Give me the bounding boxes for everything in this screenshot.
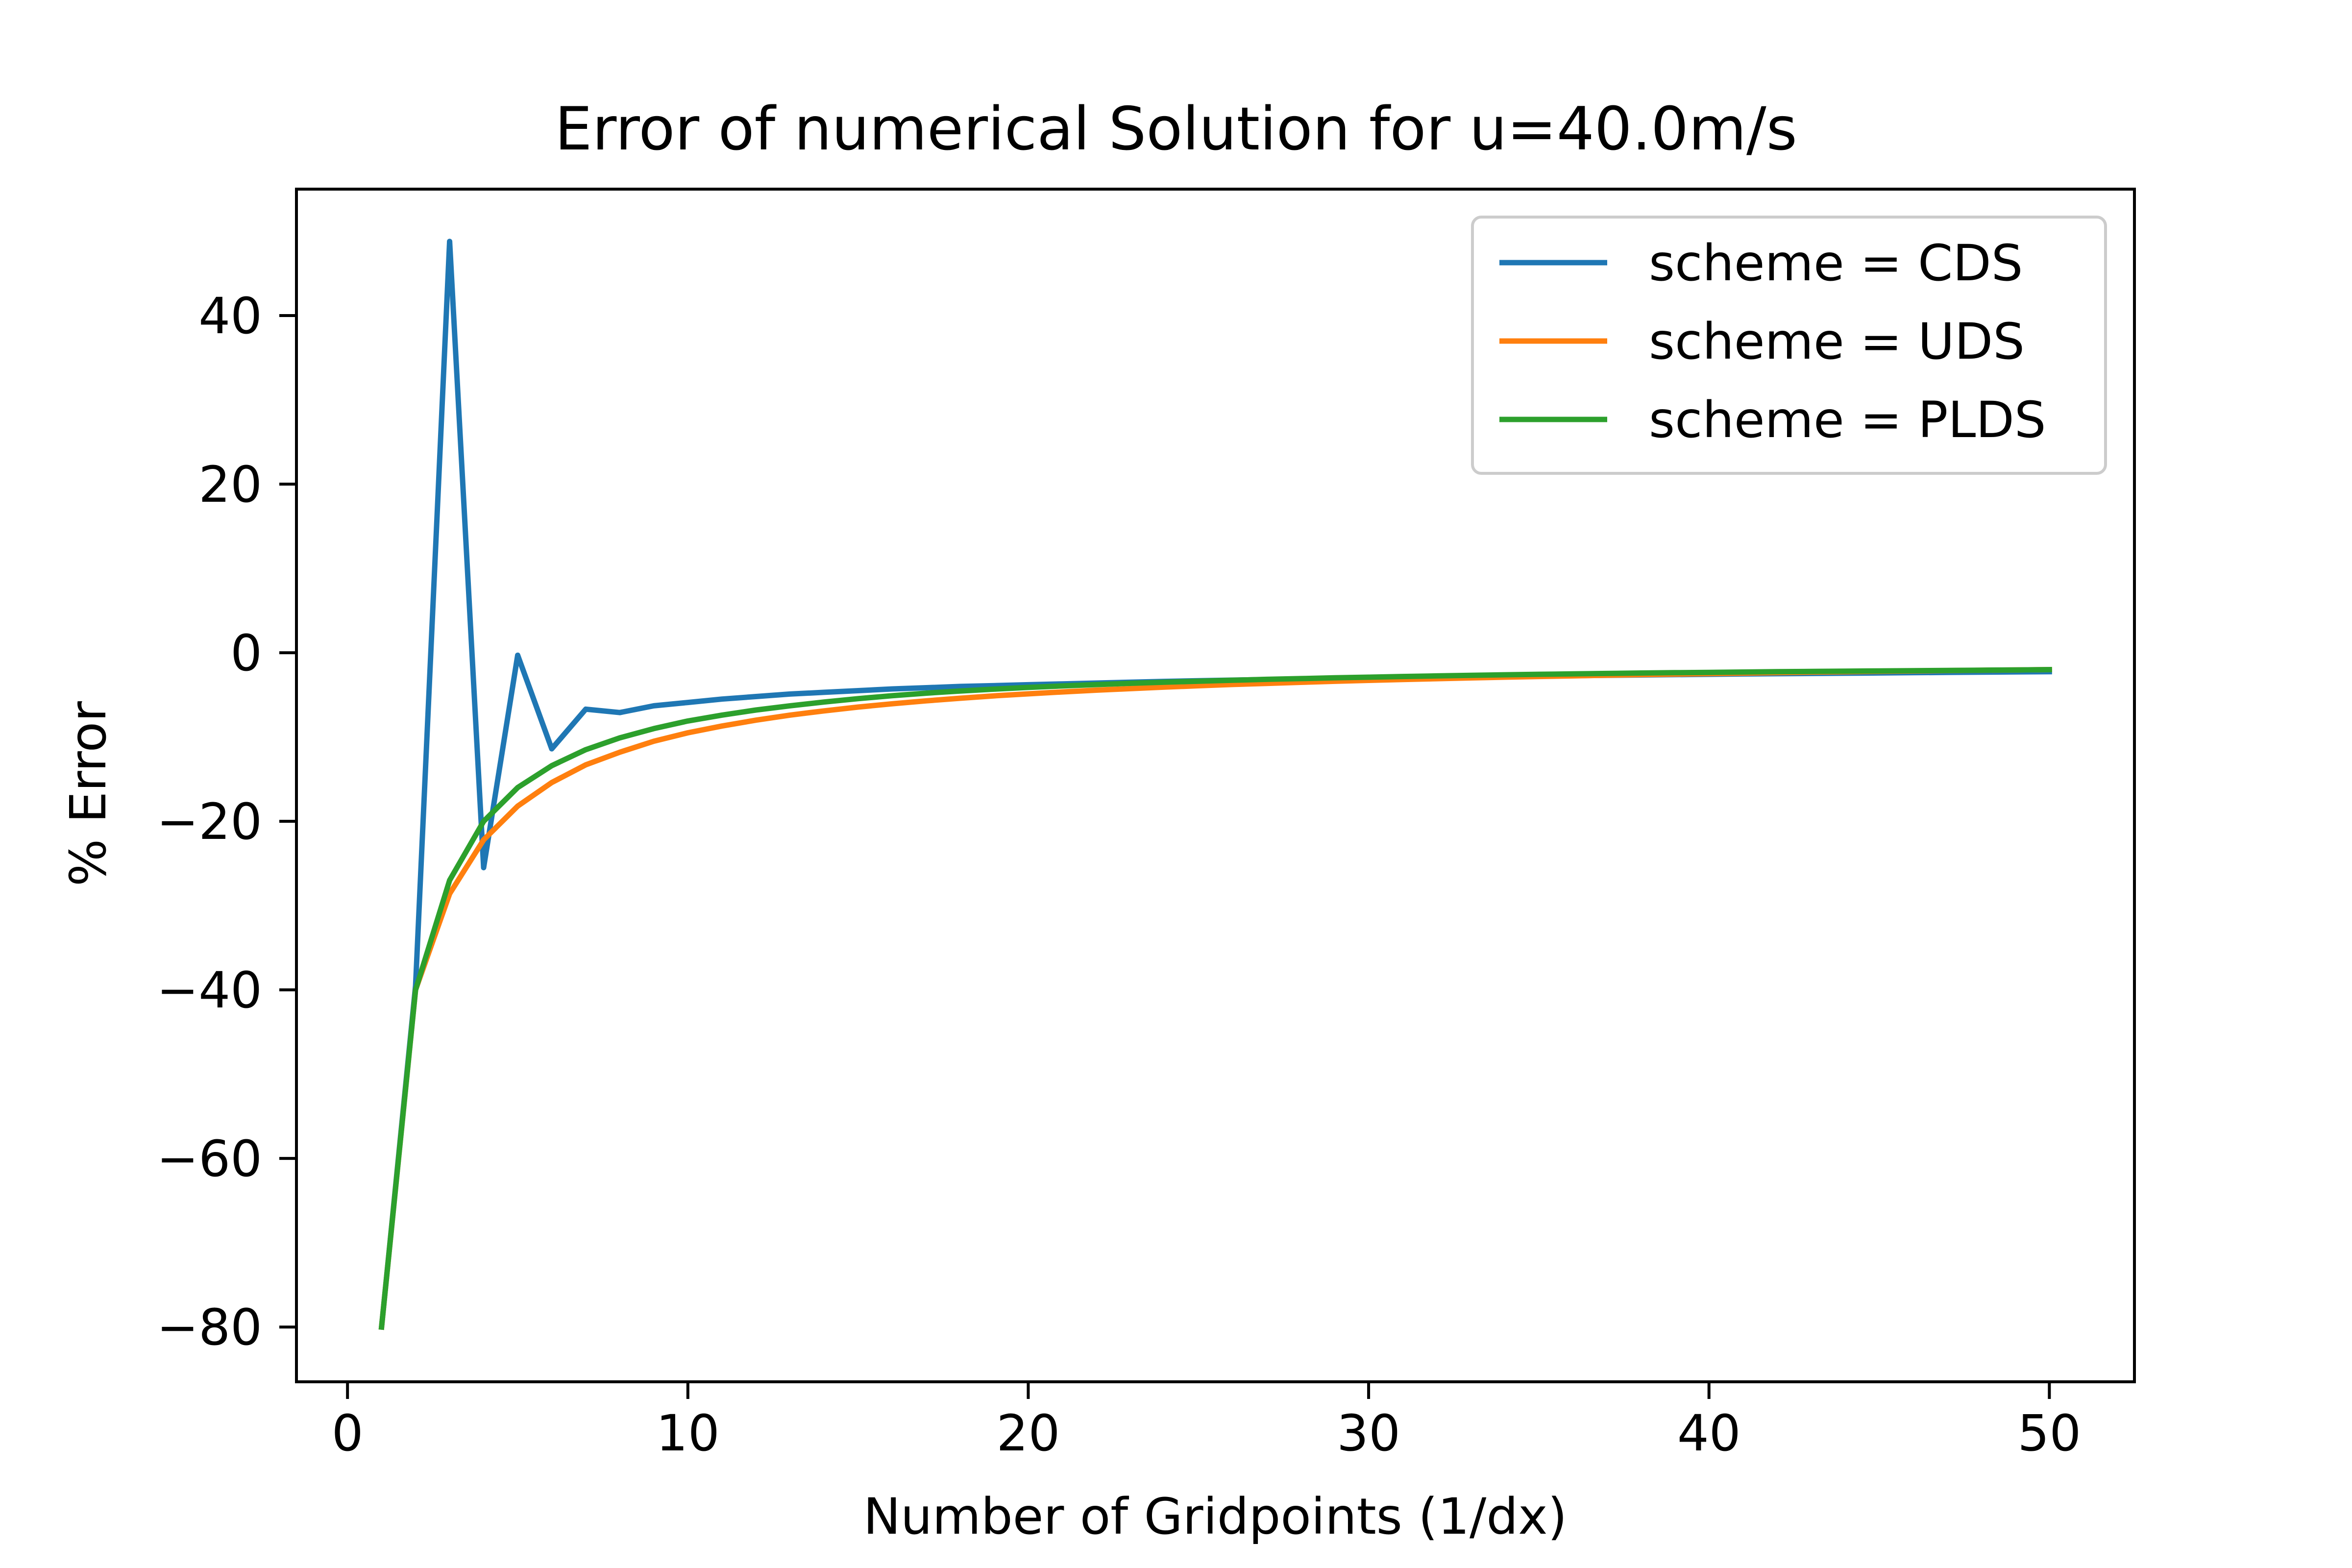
legend-label-0: scheme = CDS bbox=[1649, 234, 2023, 293]
x-axis-ticks: 0 10 20 30 40 50 bbox=[332, 1382, 2081, 1463]
legend-box bbox=[1471, 216, 2107, 475]
x-tick-label: 20 bbox=[997, 1404, 1060, 1463]
y-tick-label: −40 bbox=[157, 961, 262, 1020]
y-tick-label: −20 bbox=[157, 793, 262, 851]
legend-label-1: scheme = UDS bbox=[1649, 313, 2025, 371]
x-tick-label: 50 bbox=[2017, 1404, 2081, 1463]
y-tick-label: −60 bbox=[157, 1130, 262, 1188]
legend: scheme = CDS scheme = UDS scheme = PLDS bbox=[1471, 216, 2107, 475]
y-tick-label: 40 bbox=[198, 287, 262, 345]
x-axis-label: Number of Gridpoints (1/dx) bbox=[863, 1488, 1568, 1546]
y-tick-label: −80 bbox=[157, 1298, 262, 1357]
plot-frame bbox=[295, 188, 2136, 1383]
y-axis-label: % Error bbox=[59, 701, 118, 886]
legend-label-2: scheme = PLDS bbox=[1649, 391, 2046, 449]
x-tick-label: 40 bbox=[1677, 1404, 1741, 1463]
chart-title: Error of numerical Solution for u=40.0m/… bbox=[555, 95, 1797, 164]
y-axis-ticks: −80 −60 −40 −20 0 20 40 bbox=[157, 287, 296, 1357]
series-line-2 bbox=[378, 666, 2052, 1330]
x-tick-label: 10 bbox=[656, 1404, 720, 1463]
y-tick-label: 0 bbox=[230, 624, 262, 683]
y-tick-label: 20 bbox=[198, 456, 262, 514]
plot-lines bbox=[378, 239, 2052, 1330]
series-line-1 bbox=[378, 666, 2052, 1330]
x-tick-label: 30 bbox=[1337, 1404, 1400, 1463]
x-tick-label: 0 bbox=[332, 1404, 364, 1463]
